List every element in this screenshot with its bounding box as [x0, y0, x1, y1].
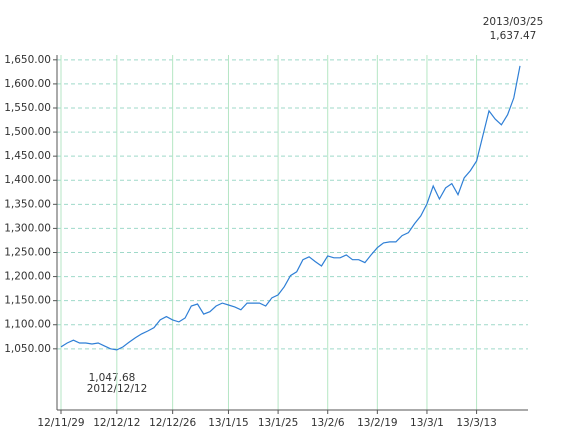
- x-tick-label: 13/1/15: [208, 417, 248, 429]
- line-series: [60, 65, 521, 351]
- x-tick-label: 12/12/26: [149, 417, 196, 429]
- y-tick-label: 1,600.00: [4, 78, 51, 90]
- x-tick-label: 13/1/25: [258, 417, 298, 429]
- x-tick-label: 12/11/29: [37, 417, 84, 429]
- min-value: 1,047.68: [89, 372, 136, 384]
- y-tick-label: 1,400.00: [4, 174, 51, 186]
- max-value: 1,637.47: [490, 30, 537, 42]
- x-tick-label: 13/2/6: [311, 417, 345, 429]
- x-tick-label: 13/3/1: [410, 417, 444, 429]
- y-tick-label: 1,100.00: [4, 319, 51, 331]
- x-tick-label: 12/12/12: [93, 417, 140, 429]
- y-tick-label: 1,500.00: [4, 126, 51, 138]
- y-tick-label: 1,300.00: [4, 222, 51, 234]
- y-tick-label: 1,250.00: [4, 246, 51, 258]
- y-tick-label: 1,200.00: [4, 271, 51, 283]
- y-tick-label: 1,150.00: [4, 295, 51, 307]
- max-date: 2013/03/25: [483, 16, 544, 28]
- y-tick-label: 1,450.00: [4, 150, 51, 162]
- y-tick-label: 1,550.00: [4, 102, 51, 114]
- y-tick-label: 1,050.00: [4, 343, 51, 355]
- y-tick-label: 1,650.00: [4, 54, 51, 66]
- x-tick-label: 13/3/13: [456, 417, 496, 429]
- y-tick-label: 1,350.00: [4, 198, 51, 210]
- x-tick-label: 13/2/19: [357, 417, 397, 429]
